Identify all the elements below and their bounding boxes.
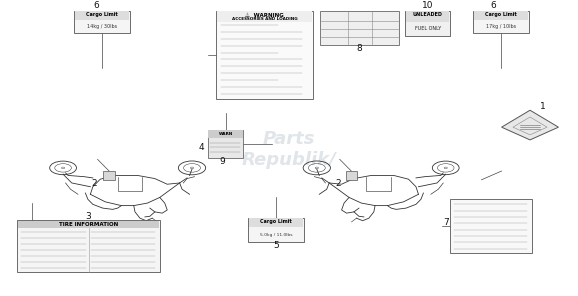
FancyBboxPatch shape: [473, 11, 528, 20]
Polygon shape: [502, 110, 558, 140]
Text: 3: 3: [86, 212, 91, 221]
FancyBboxPatch shape: [217, 11, 312, 22]
FancyBboxPatch shape: [473, 11, 529, 33]
FancyBboxPatch shape: [248, 218, 304, 242]
FancyBboxPatch shape: [320, 11, 399, 45]
Text: 4: 4: [198, 143, 204, 152]
FancyBboxPatch shape: [450, 199, 532, 253]
Text: TIRE INFORMATION: TIRE INFORMATION: [59, 222, 118, 227]
FancyBboxPatch shape: [103, 171, 115, 180]
Text: 8: 8: [357, 44, 362, 53]
FancyBboxPatch shape: [75, 11, 129, 20]
Text: 17kg / 10lbs: 17kg / 10lbs: [486, 24, 516, 29]
Text: 6: 6: [93, 1, 99, 10]
FancyBboxPatch shape: [249, 218, 303, 227]
FancyBboxPatch shape: [17, 221, 160, 272]
FancyBboxPatch shape: [216, 11, 313, 99]
Text: 2: 2: [91, 179, 97, 188]
Text: 14kg / 30lbs: 14kg / 30lbs: [87, 24, 117, 29]
Text: WARN: WARN: [218, 132, 233, 136]
Text: 10: 10: [421, 1, 433, 10]
Text: Cargo Limit: Cargo Limit: [86, 12, 118, 17]
Text: 1: 1: [540, 102, 546, 111]
Text: Parts
Republik/: Parts Republik/: [242, 130, 336, 168]
Text: 9: 9: [220, 157, 225, 166]
Text: UNLEADED: UNLEADED: [413, 12, 443, 17]
Text: ⚠  WARNING: ⚠ WARNING: [245, 13, 284, 17]
Text: Cargo Limit: Cargo Limit: [260, 219, 292, 224]
FancyBboxPatch shape: [208, 130, 243, 158]
Text: 5.0kg / 11.0lbs: 5.0kg / 11.0lbs: [260, 233, 292, 237]
FancyBboxPatch shape: [406, 11, 450, 36]
Text: FUEL ONLY: FUEL ONLY: [414, 27, 441, 31]
Text: 2: 2: [335, 179, 341, 188]
FancyBboxPatch shape: [74, 11, 130, 33]
Text: 5: 5: [273, 241, 279, 250]
Text: 7: 7: [443, 218, 449, 227]
FancyBboxPatch shape: [346, 171, 357, 180]
FancyBboxPatch shape: [406, 11, 449, 22]
Text: 6: 6: [491, 1, 497, 10]
Text: ACCESSORIES AND LOADING: ACCESSORIES AND LOADING: [232, 17, 297, 21]
FancyBboxPatch shape: [208, 130, 243, 139]
Text: Cargo Limit: Cargo Limit: [485, 12, 517, 17]
FancyBboxPatch shape: [18, 221, 160, 229]
